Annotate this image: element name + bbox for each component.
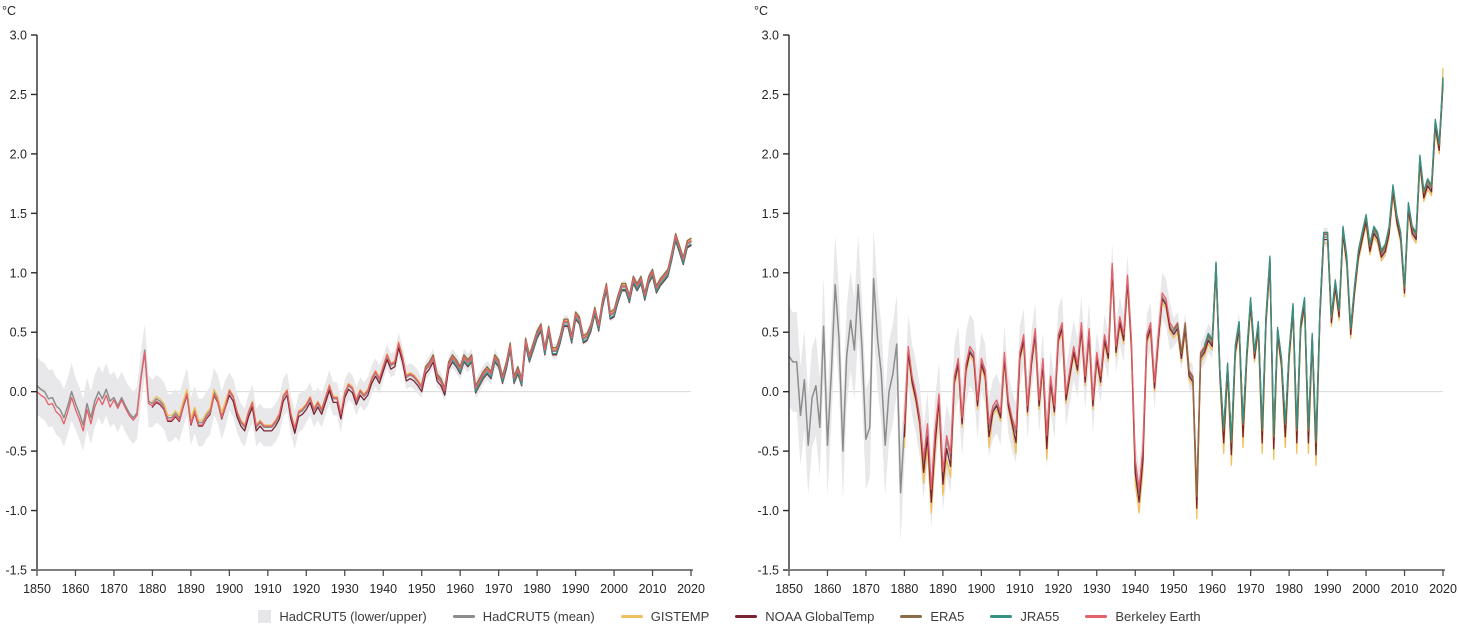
x-axis-tick-label: 1980	[1275, 582, 1303, 596]
y-axis-tick-label: 0.0	[10, 385, 27, 399]
left-temperature-chart-svg: 3.0 2.5 2.0 1.5 1.0 0.5 0.0 -0.5 -1.0 -1.5 1850 186…	[2, 4, 705, 596]
noaa_globaltemp-swatch	[735, 615, 758, 618]
x-axis-tick-label: 2010	[1391, 582, 1419, 596]
gistemp-swatch	[620, 615, 643, 618]
y-axis-tick-label: -1.5	[757, 564, 779, 578]
x-axis-tick-label: 1940	[369, 582, 397, 596]
y-axis-unit-label: °C	[2, 4, 16, 18]
x-axis-tick-label: 2020	[1429, 582, 1457, 596]
legend-item-gistemp: GISTEMP	[620, 609, 710, 624]
series-line-berkeley_earth	[36, 235, 692, 432]
legend-item-noaa_globaltemp: NOAA GlobalTemp	[735, 609, 874, 624]
x-axis-tick-label: 1990	[562, 582, 590, 596]
hadcrut5_mean-swatch	[452, 615, 475, 618]
x-axis-tick-label: 1950	[1160, 582, 1188, 596]
x-axis-tick-label: 1860	[62, 582, 90, 596]
y-axis-tick-label: 2.5	[762, 88, 779, 102]
right-temperature-chart-svg: 3.0 2.5 2.0 1.5 1.0 0.5 0.0 -0.5 -1.0 -1.5 1850 186…	[754, 4, 1457, 596]
chart-legend: HadCRUT5 (lower/upper) HadCRUT5 (mean) GIS…	[0, 609, 1459, 624]
legend-item-label: NOAA GlobalTemp	[765, 609, 875, 624]
y-axis-tick-label: 1.0	[762, 266, 779, 280]
y-axis-tick-label: 0.0	[762, 385, 779, 399]
x-axis-tick-label: 1940	[1121, 582, 1149, 596]
x-axis-tick-label: 1960	[1198, 582, 1226, 596]
x-axis-tick-label: 2000	[600, 582, 628, 596]
y-axis-unit-label: °C	[754, 4, 768, 18]
x-axis-tick-label: 1990	[1314, 582, 1342, 596]
y-axis-tick-label: 0.5	[762, 326, 779, 340]
y-axis-tick-label: 2.5	[10, 88, 27, 102]
legend-item-label: Berkeley Earth	[1115, 609, 1201, 624]
y-axis-tick-label: -0.5	[5, 445, 27, 459]
x-axis-tick-label: 1900	[215, 582, 243, 596]
x-axis-tick-label: 2000	[1352, 582, 1380, 596]
legend-item-hadcrut5_mean: HadCRUT5 (mean)	[452, 609, 595, 624]
y-axis-tick-label: 1.5	[762, 207, 779, 221]
x-axis-tick-label: 1890	[177, 582, 205, 596]
x-axis-tick-label: 1870	[852, 582, 880, 596]
x-axis-tick-label: 1920	[1044, 582, 1072, 596]
legend-item-label: HadCRUT5 (mean)	[482, 609, 595, 624]
legend-item-label: JRA55	[1020, 609, 1060, 624]
x-axis-tick-label: 1970	[1237, 582, 1265, 596]
x-axis-tick-label: 2020	[677, 582, 705, 596]
left-temperature-chart: 3.0 2.5 2.0 1.5 1.0 0.5 0.0 -0.5 -1.0 -1.5 1850 186…	[0, 0, 729, 600]
x-axis-tick-label: 1980	[523, 582, 551, 596]
series-line-gistemp	[903, 67, 1444, 520]
berkeley_earth-swatch	[1085, 615, 1108, 618]
y-axis-tick-label: 1.5	[10, 207, 27, 221]
hadcrut5-uncertainty-band	[789, 75, 1443, 543]
y-axis-tick-label: 2.0	[762, 147, 779, 161]
y-axis-tick-label: 1.0	[10, 266, 27, 280]
y-axis-tick-label: -1.0	[5, 504, 27, 518]
hadcrut5_band-swatch	[258, 610, 272, 623]
y-axis-tick-label: 3.0	[762, 29, 779, 43]
x-axis-tick-label: 1880	[891, 582, 919, 596]
x-axis-tick-label: 1920	[292, 582, 320, 596]
x-axis-tick-label: 1970	[485, 582, 513, 596]
y-axis-tick-label: -1.5	[5, 564, 27, 578]
y-axis-tick-label: -0.5	[757, 445, 779, 459]
x-axis-tick-label: 1890	[929, 582, 957, 596]
right-temperature-chart: 3.0 2.5 2.0 1.5 1.0 0.5 0.0 -0.5 -1.0 -1.5 1850 186…	[730, 0, 1459, 600]
x-axis-tick-label: 1910	[254, 582, 282, 596]
x-axis-tick-label: 1880	[139, 582, 167, 596]
series-line-jra55	[451, 238, 692, 393]
jra55-swatch	[990, 615, 1013, 618]
x-axis-tick-label: 1870	[100, 582, 128, 596]
legend-item-era5: ERA5	[900, 609, 964, 624]
x-axis-tick-label: 1850	[775, 582, 803, 596]
y-axis-tick-label: 2.0	[10, 147, 27, 161]
x-axis-tick-label: 1860	[814, 582, 842, 596]
y-axis-tick-label: -1.0	[757, 504, 779, 518]
x-axis-tick-label: 2010	[639, 582, 667, 596]
y-axis-tick-label: 0.5	[10, 326, 27, 340]
series-line-jra55	[1203, 77, 1444, 442]
series-line-noaa_globaltemp	[903, 84, 1444, 509]
series-line-berkeley_earth	[903, 78, 1444, 496]
legend-item-label: HadCRUT5 (lower/upper)	[279, 609, 427, 624]
legend-item-berkeley_earth: Berkeley Earth	[1085, 609, 1201, 624]
x-axis-tick-label: 1950	[408, 582, 436, 596]
legend-item-jra55: JRA55	[990, 609, 1059, 624]
legend-item-hadcrut5_band: HadCRUT5 (lower/upper)	[258, 609, 427, 624]
legend-item-label: ERA5	[930, 609, 965, 624]
y-axis-tick-label: 3.0	[10, 29, 27, 43]
x-axis-tick-label: 1850	[23, 582, 51, 596]
x-axis-tick-label: 1960	[446, 582, 474, 596]
legend-item-label: GISTEMP	[650, 609, 710, 624]
x-axis-tick-label: 1930	[1083, 582, 1111, 596]
x-axis-tick-label: 1900	[967, 582, 995, 596]
x-axis-tick-label: 1910	[1006, 582, 1034, 596]
x-axis-tick-label: 1930	[331, 582, 359, 596]
era5-swatch	[900, 615, 923, 618]
